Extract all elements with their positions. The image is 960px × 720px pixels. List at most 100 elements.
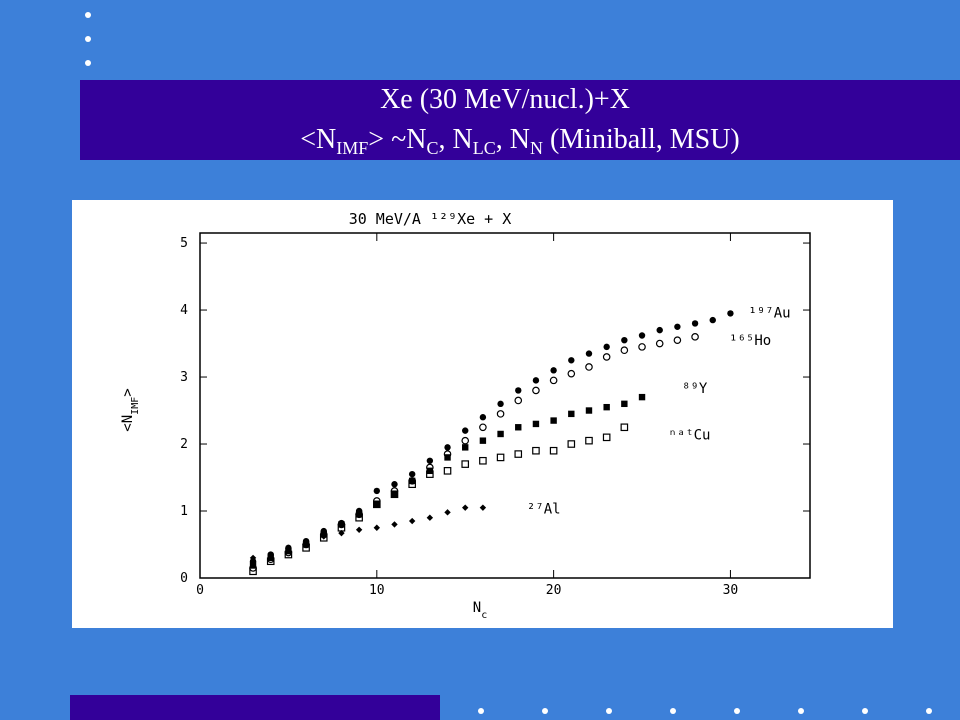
y-tick-label: 1: [180, 504, 188, 519]
point: [602, 353, 611, 361]
label-sub: c: [481, 610, 487, 621]
point: [568, 410, 575, 418]
series-label: ¹⁹⁷Au: [748, 305, 790, 321]
point: [655, 339, 664, 348]
x-tick-label: 10: [369, 583, 385, 598]
point: [638, 332, 646, 339]
series-label: ⁸⁹Y: [682, 381, 708, 397]
point: [532, 377, 540, 384]
point: [355, 526, 363, 533]
point: [620, 346, 629, 355]
title-sub: N: [529, 138, 543, 158]
y-tick-label: 2: [180, 437, 188, 452]
title-line1: Xe (30 MeV/nucl.)+X: [380, 84, 630, 115]
title-sub: LC: [472, 138, 496, 158]
bullet: [926, 708, 932, 714]
point: [514, 450, 523, 458]
point: [603, 403, 610, 411]
point: [638, 393, 646, 401]
point: [408, 470, 416, 478]
title-line2: <NIMF> ~NC, NLC, NN (Miniball, MSU): [80, 120, 960, 160]
x-axis-label: Nc: [473, 600, 487, 621]
x-tick-label: 30: [723, 583, 739, 598]
point: [638, 343, 646, 351]
point: [479, 504, 487, 511]
title-part: , N: [495, 124, 530, 155]
point: [585, 436, 593, 445]
y-axis-label: <NIMF>: [120, 388, 141, 431]
x-tick-label: 20: [546, 583, 562, 598]
point: [532, 420, 540, 428]
point: [568, 357, 575, 364]
point: [496, 453, 505, 462]
point: [444, 454, 451, 461]
bullet: [85, 36, 91, 42]
point: [585, 350, 593, 357]
point: [549, 446, 558, 455]
point: [585, 363, 593, 371]
point: [249, 567, 257, 576]
point: [426, 470, 434, 478]
bullet: [734, 708, 740, 714]
bullet: [542, 708, 548, 714]
point: [621, 400, 628, 408]
point: [567, 440, 576, 448]
point: [673, 336, 682, 344]
y-tick-label: 5: [180, 236, 188, 251]
point: [532, 386, 540, 395]
bullet: [606, 708, 612, 714]
point: [691, 320, 699, 327]
label-part: >: [120, 388, 136, 396]
title-bar: [80, 80, 960, 160]
point: [496, 410, 505, 418]
point: [373, 501, 381, 508]
point: [249, 561, 257, 568]
plot-frame: [199, 232, 811, 579]
point: [549, 376, 558, 385]
bullet: [862, 708, 868, 714]
y-tick-label: 0: [180, 571, 188, 586]
point: [462, 444, 469, 451]
point: [709, 316, 716, 324]
point: [532, 446, 540, 455]
series-label: ¹⁶⁵Ho: [729, 333, 771, 349]
point: [285, 544, 292, 552]
series-label: ⁿᵃᵗCu: [668, 427, 710, 443]
slide-title: Xe (30 MeV/nucl.)+X <NIMF> ~NC, NLC, NN …: [80, 80, 960, 160]
point: [284, 550, 293, 559]
point: [462, 504, 469, 511]
point: [373, 487, 381, 495]
point: [620, 423, 629, 432]
title-part: , N: [438, 124, 473, 155]
label-sub: IMF: [130, 397, 141, 415]
point: [408, 517, 416, 525]
point: [391, 481, 398, 488]
series-label: ²⁷Al: [527, 502, 561, 518]
point: [497, 400, 504, 408]
point: [515, 424, 522, 431]
title-sub: C: [426, 138, 439, 158]
y-tick-label: 3: [180, 370, 188, 385]
point: [567, 369, 576, 378]
bullet: [85, 12, 91, 18]
title-part: > ~N: [368, 124, 427, 155]
point: [621, 336, 628, 344]
point: [373, 500, 381, 509]
point: [550, 367, 557, 374]
bullet: [478, 708, 484, 714]
point: [515, 387, 522, 394]
title-sub: IMF: [336, 138, 369, 158]
point: [691, 333, 699, 341]
point: [550, 417, 557, 424]
y-tick-label: 4: [180, 303, 188, 318]
bullet: [798, 708, 804, 714]
chart-panel: [72, 200, 893, 628]
title-part: (Miniball, MSU): [542, 124, 740, 155]
point: [355, 513, 363, 522]
point: [656, 326, 663, 334]
point: [426, 514, 434, 521]
point: [479, 456, 487, 465]
point: [602, 433, 611, 442]
point: [426, 457, 434, 464]
point: [674, 323, 681, 330]
